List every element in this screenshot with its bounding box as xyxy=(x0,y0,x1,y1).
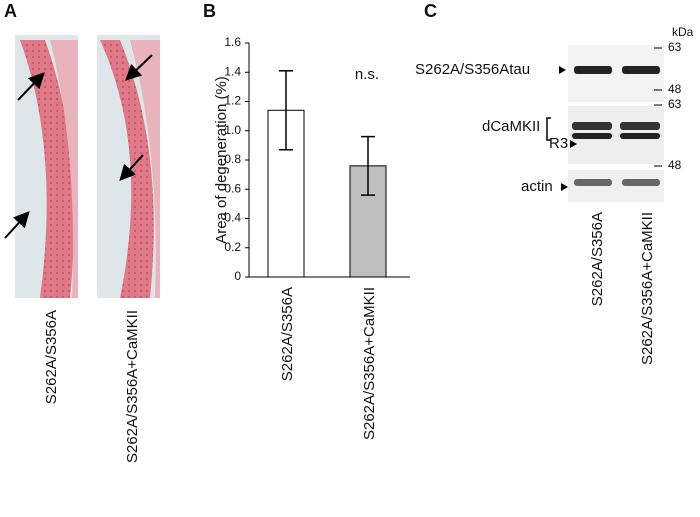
y-tick-label: 1.2 xyxy=(224,94,241,108)
x-tick-label: S262A/S356A+CaMKII xyxy=(361,287,378,440)
y-tick-label: 0.6 xyxy=(224,181,241,195)
x-tick-label: S262A/S356A xyxy=(279,287,296,381)
lane-label: S262A/S356A+CaMKII xyxy=(639,212,656,365)
lane-label: S262A/S356A+CaMKII xyxy=(124,310,141,463)
lane-label: S262A/S356A xyxy=(589,212,606,306)
panel-label: A xyxy=(4,1,17,21)
marker-label: 48 xyxy=(668,158,682,172)
y-tick-label: 0 xyxy=(234,269,241,283)
marker-label: 63 xyxy=(668,40,682,54)
band-label: dCaMKII xyxy=(482,118,540,135)
marker-label: 63 xyxy=(668,97,682,111)
histology-image xyxy=(4,35,78,298)
histology-image xyxy=(97,35,160,298)
band-label: S262A/S356Atau xyxy=(415,61,530,78)
y-tick-label: 1.4 xyxy=(224,64,241,78)
blot xyxy=(568,45,664,202)
y-tick-label: 0.2 xyxy=(224,240,241,254)
marker-label: 48 xyxy=(668,82,682,96)
bar-chart: 0 0.2 0.4 0.6 0.8 1.0 1.2 1.4 1.6 S262A/S356A S262… xyxy=(224,35,410,440)
panel-label: B xyxy=(203,1,216,21)
panel-label: C xyxy=(424,1,437,21)
unit-label: kDa xyxy=(672,25,694,39)
y-tick-label: 1.6 xyxy=(224,35,241,49)
y-tick-label: 0.8 xyxy=(224,152,241,166)
y-tick-label: 0.4 xyxy=(224,211,241,225)
band-label: actin xyxy=(521,178,553,195)
annotation: n.s. xyxy=(355,66,379,83)
lane-label: S262A/S356A xyxy=(43,310,60,404)
band-label: R3 xyxy=(549,135,568,152)
y-tick-label: 1.0 xyxy=(224,123,241,137)
y-axis-label: Area of degeneration (%) xyxy=(213,76,230,244)
